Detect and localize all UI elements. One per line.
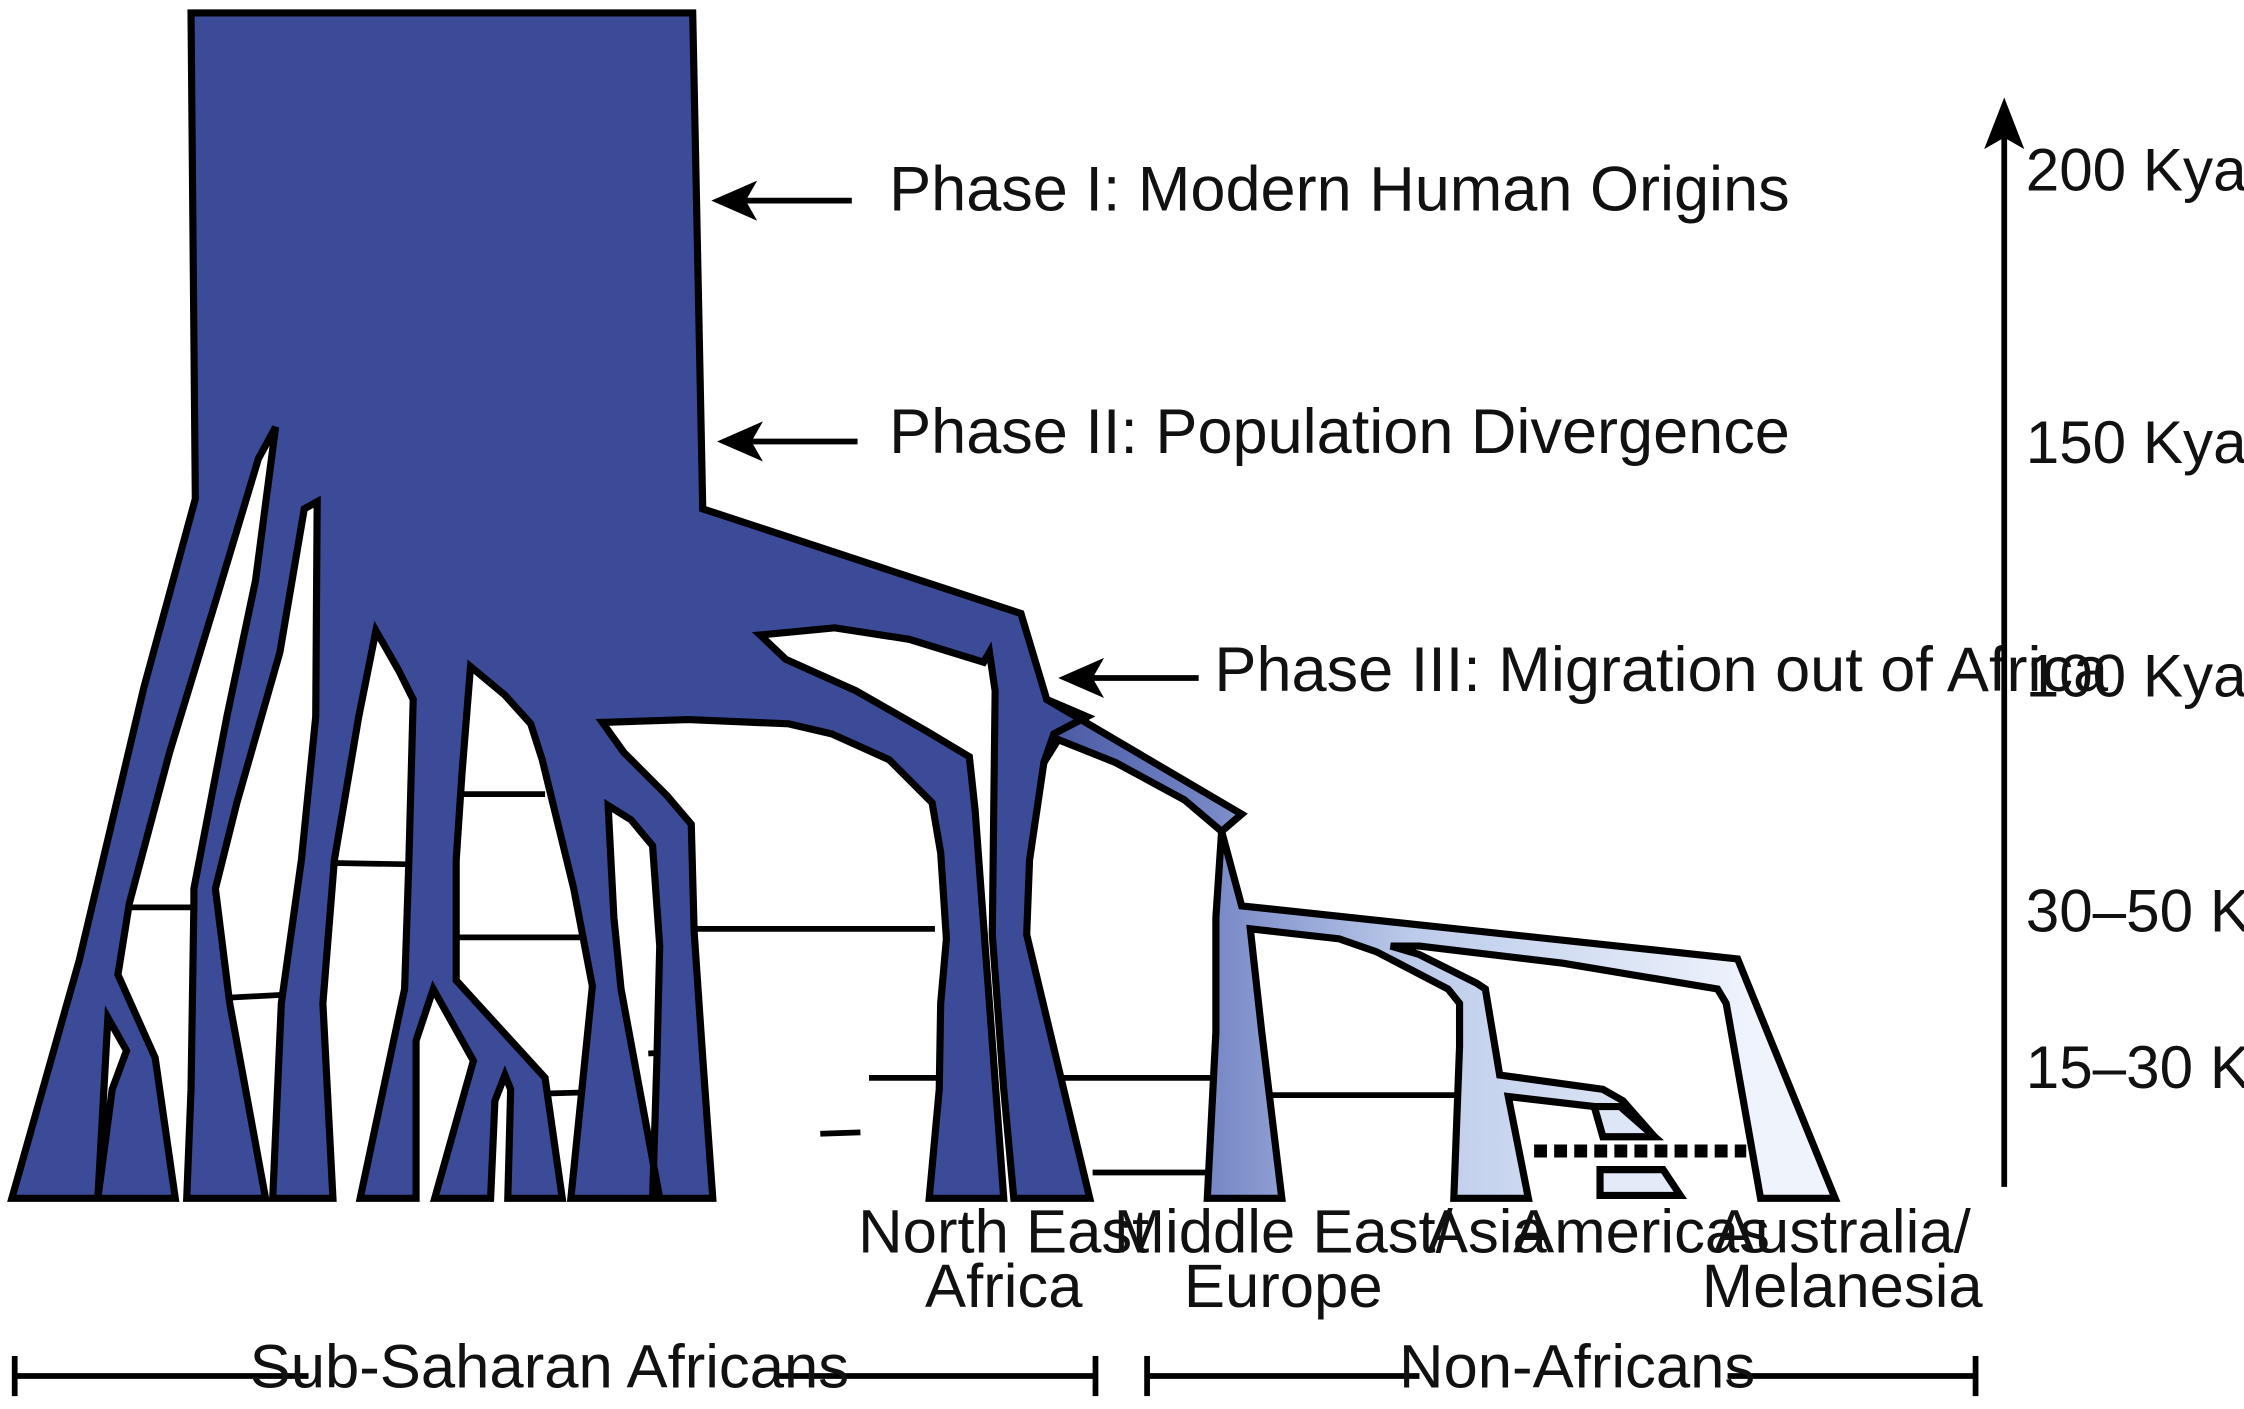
time-tick-15-30: 15–30 Kya	[2026, 1034, 2244, 1101]
time-axis: 200 Kya 150 Kya 100 Kya 30–50 Kya 15–30 …	[1984, 97, 2244, 1187]
region-middle-east-europe-line1: Middle East/	[1114, 1198, 1454, 1267]
americas-branch-lower	[1596, 1166, 1687, 1200]
phase-2-label: Phase II: Population Divergence	[889, 397, 1790, 467]
non-africans-label: Non-Africans	[1399, 1332, 1755, 1401]
time-tick-100: 100 Kya	[2026, 643, 2244, 710]
region-north-east-africa-line1: North East	[858, 1198, 1149, 1267]
region-americas: Americas	[1513, 1198, 1770, 1267]
sub-saharan-bracket: Sub-Saharan Africans	[11, 1332, 1099, 1401]
region-labels: North East Africa Middle East/ Europe As…	[858, 1198, 1983, 1321]
region-middle-east-europe-line2: Europe	[1184, 1252, 1383, 1321]
african-population-tree	[7, 9, 1096, 1202]
arrow-head-icon	[711, 180, 758, 221]
region-asia: Asia	[1427, 1198, 1548, 1267]
non-africans-bracket: Non-Africans	[1144, 1332, 1979, 1401]
arrow-head-icon	[717, 421, 763, 462]
phase-3-label: Phase III: Migration out of Africa	[1214, 635, 2109, 705]
phase-arrows	[711, 180, 1199, 699]
region-north-east-africa-line2: Africa	[925, 1252, 1083, 1321]
time-tick-200: 200 Kya	[2026, 137, 2244, 204]
time-tick-30-50: 30–50 Kya	[2026, 878, 2244, 945]
region-australia-melanesia-line1: Australia/	[1714, 1198, 1972, 1267]
time-tick-150: 150 Kya	[2026, 409, 2244, 476]
americas-branch-upper	[1589, 1102, 1665, 1141]
axis-arrow-up-icon	[1984, 97, 2025, 150]
sub-saharan-label: Sub-Saharan Africans	[250, 1332, 850, 1401]
region-australia-melanesia-line2: Melanesia	[1702, 1252, 1984, 1321]
arrow-head-icon	[1058, 657, 1105, 699]
migration-out-of-africa-branch	[1040, 696, 1841, 1202]
phase-1-label: Phase I: Modern Human Origins	[889, 155, 1790, 225]
